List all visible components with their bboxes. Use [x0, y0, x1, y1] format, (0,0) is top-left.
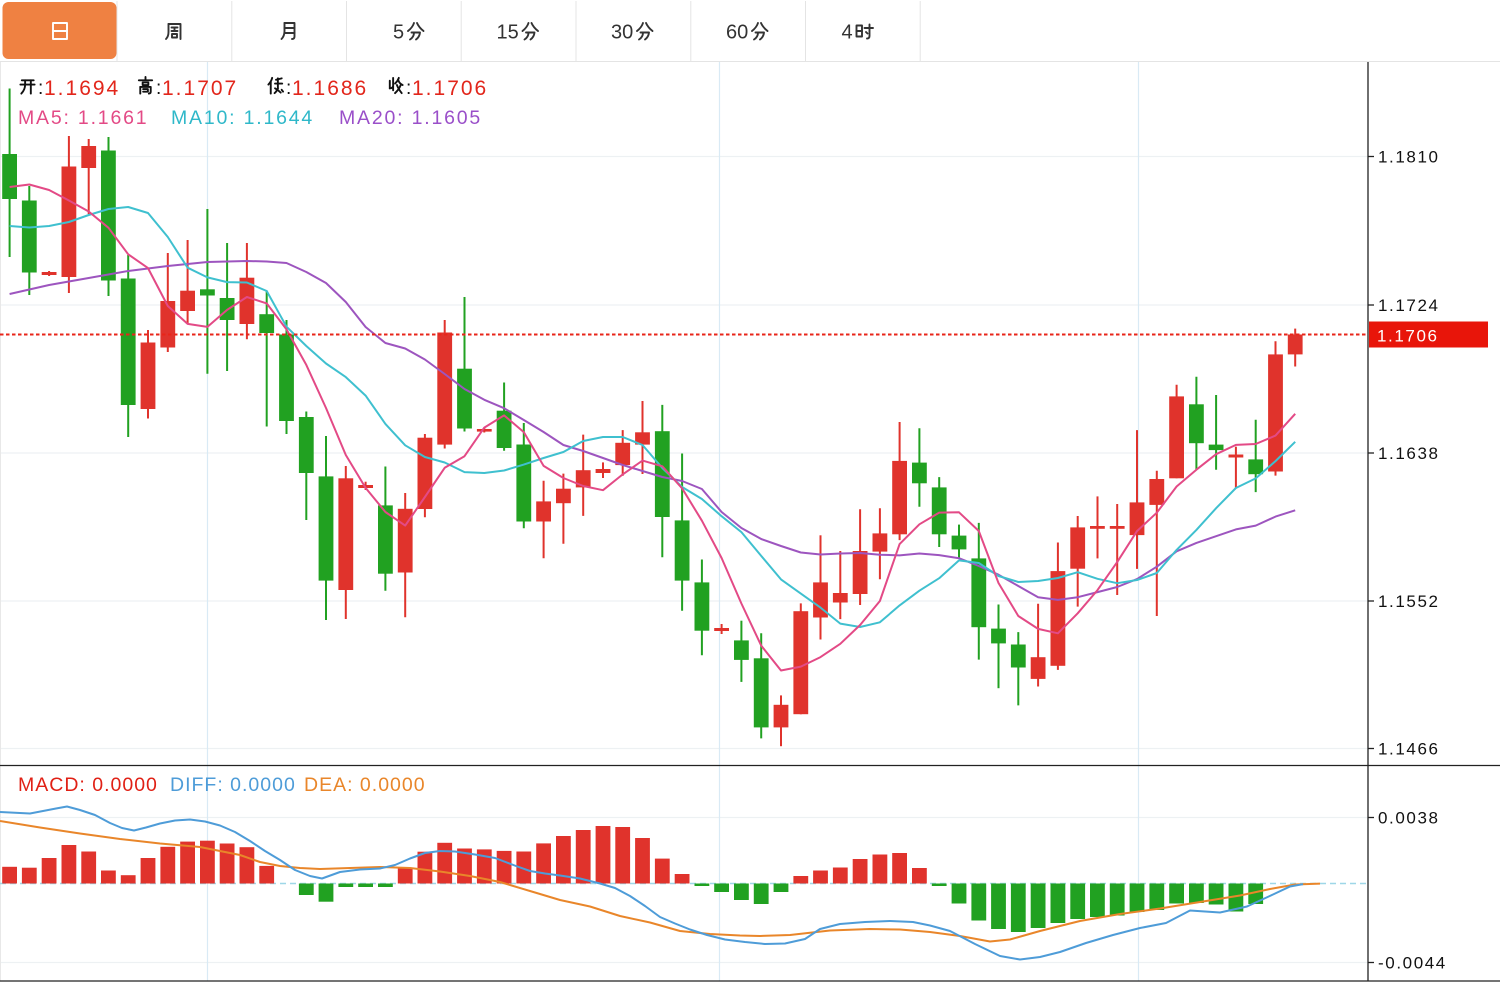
svg-text::: : [156, 78, 161, 99]
svg-text:1.1706: 1.1706 [1377, 327, 1439, 346]
svg-text:1.1466: 1.1466 [1378, 740, 1440, 759]
svg-text:0.0038: 0.0038 [1378, 809, 1440, 828]
svg-text:MACD: 0.0000: MACD: 0.0000 [18, 774, 158, 796]
svg-text:1.1638: 1.1638 [1378, 444, 1440, 463]
svg-text::: : [286, 78, 291, 99]
svg-text::: : [38, 78, 43, 99]
svg-text:1.1724: 1.1724 [1378, 296, 1440, 315]
svg-text:MA20: 1.1605: MA20: 1.1605 [339, 107, 482, 129]
svg-text:1.1686: 1.1686 [292, 77, 368, 100]
svg-text:1.1694: 1.1694 [44, 77, 120, 100]
svg-text:1.1707: 1.1707 [162, 77, 238, 100]
svg-text::: : [406, 78, 411, 99]
svg-text:1.1552: 1.1552 [1378, 592, 1440, 611]
svg-text:MA5: 1.1661: MA5: 1.1661 [18, 107, 148, 129]
svg-text:1.1810: 1.1810 [1378, 148, 1440, 167]
svg-text:DEA: 0.0000: DEA: 0.0000 [304, 774, 426, 796]
svg-text:4: 4 [842, 22, 853, 44]
svg-text:15: 15 [497, 22, 519, 44]
svg-text:MA10: 1.1644: MA10: 1.1644 [171, 107, 314, 129]
svg-text:5: 5 [393, 22, 404, 44]
svg-text:30: 30 [611, 22, 633, 44]
svg-text:60: 60 [726, 22, 748, 44]
svg-text:-0.0044: -0.0044 [1378, 954, 1447, 973]
svg-text:1.1706: 1.1706 [412, 77, 488, 100]
svg-text:DIFF: 0.0000: DIFF: 0.0000 [170, 774, 296, 796]
